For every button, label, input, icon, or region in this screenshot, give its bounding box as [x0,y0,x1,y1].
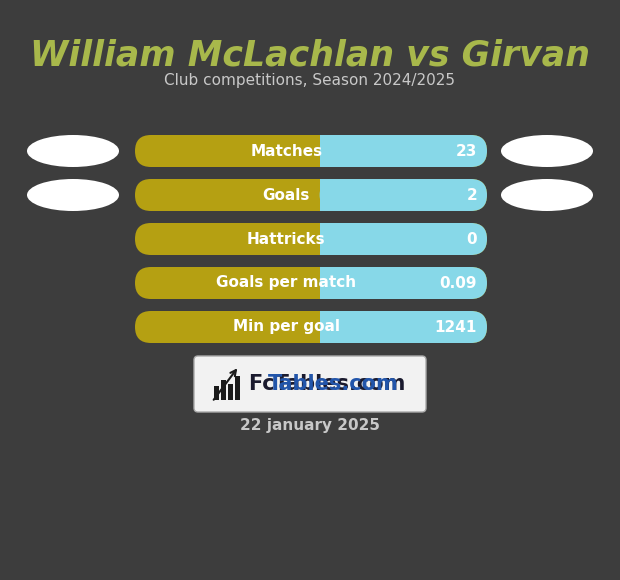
Text: 23: 23 [456,143,477,158]
Bar [214,386,219,400]
FancyBboxPatch shape [320,135,487,167]
FancyBboxPatch shape [320,267,487,299]
FancyBboxPatch shape [135,223,487,255]
Text: 1241: 1241 [435,320,477,335]
Bar [228,384,233,400]
Ellipse shape [27,135,119,167]
FancyBboxPatch shape [194,356,426,412]
Ellipse shape [501,179,593,211]
Ellipse shape [27,179,119,211]
FancyBboxPatch shape [135,311,487,343]
Text: 22 january 2025: 22 january 2025 [240,418,380,433]
Ellipse shape [501,135,593,167]
Text: Matches: Matches [250,143,322,158]
Text: William McLachlan vs Girvan: William McLachlan vs Girvan [30,38,590,72]
FancyBboxPatch shape [135,179,487,211]
FancyBboxPatch shape [135,135,487,167]
Bar [221,380,226,400]
Text: Min per goal: Min per goal [233,320,340,335]
Text: FcTables.com: FcTables.com [248,374,405,394]
FancyBboxPatch shape [135,267,487,299]
Text: Goals per match: Goals per match [216,276,356,291]
Bar [320,223,335,255]
FancyBboxPatch shape [320,223,487,255]
Text: Hattricks: Hattricks [247,231,326,246]
Text: 2: 2 [466,187,477,202]
Text: Club competitions, Season 2024/2025: Club competitions, Season 2024/2025 [164,73,456,88]
Bar [320,267,335,299]
Text: 0.09: 0.09 [440,276,477,291]
Text: 0: 0 [466,231,477,246]
Bar [320,135,335,167]
Text: Tables.com: Tables.com [268,374,399,394]
Bar [235,376,240,400]
Bar [320,311,335,343]
FancyBboxPatch shape [320,311,487,343]
FancyBboxPatch shape [320,179,487,211]
Bar [320,179,335,211]
Text: Goals: Goals [263,187,310,202]
